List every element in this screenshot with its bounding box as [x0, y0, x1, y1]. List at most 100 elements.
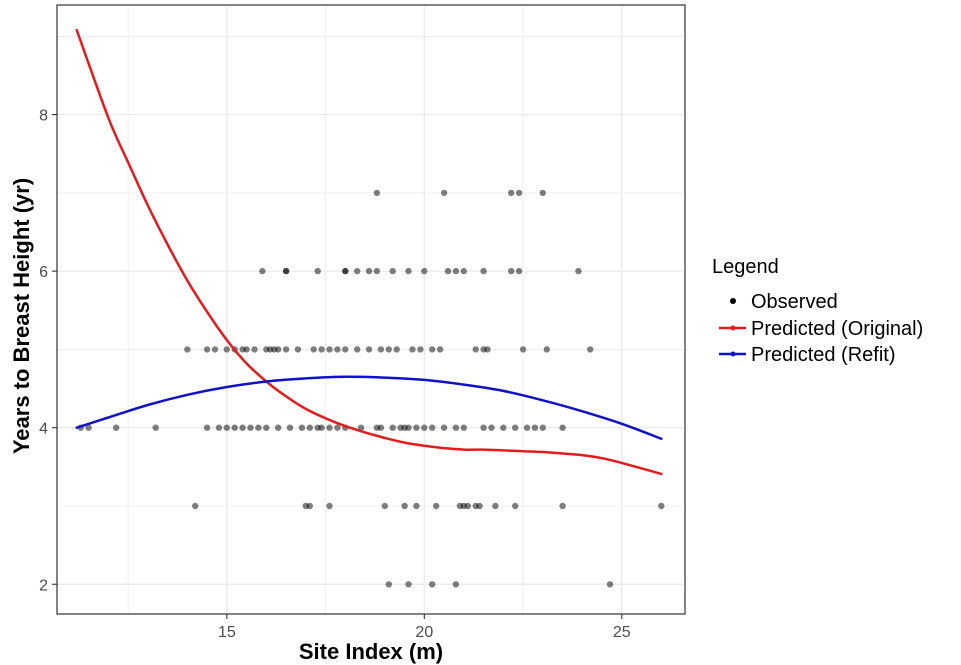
x-tick-label: 20	[415, 624, 433, 641]
observed-point	[539, 424, 546, 431]
observed-point	[211, 346, 219, 353]
observed-point	[255, 424, 262, 431]
observed-point	[243, 346, 250, 353]
observed-point	[306, 502, 313, 510]
observed-point	[306, 424, 313, 431]
observed-point	[515, 189, 523, 197]
observed-point	[365, 346, 373, 353]
observed-point	[223, 346, 230, 353]
observed-point	[377, 424, 385, 431]
observed-point	[433, 502, 440, 510]
observed-point	[464, 502, 471, 510]
observed-point	[354, 267, 361, 275]
observed-point	[357, 424, 365, 431]
observed-point	[318, 346, 325, 353]
observed-point	[436, 346, 444, 353]
observed-point	[444, 267, 452, 275]
observed-point	[512, 424, 519, 431]
observed-point	[440, 189, 448, 197]
observed-point	[342, 346, 349, 353]
observed-point	[239, 424, 246, 431]
observed-point	[184, 346, 191, 353]
observed-point	[326, 346, 333, 353]
observed-point	[519, 346, 527, 353]
observed-point	[512, 502, 519, 510]
observed-point	[152, 424, 159, 431]
x-axis-title: Site Index (m)	[299, 639, 443, 664]
observed-point	[385, 581, 392, 588]
plot-panel-border	[56, 4, 686, 615]
observed-point	[113, 424, 120, 431]
observed-point	[606, 581, 614, 588]
observed-point	[460, 424, 467, 431]
observed-point	[282, 346, 290, 353]
observed-point	[523, 424, 531, 431]
observed-point	[543, 346, 550, 353]
observed-point	[587, 346, 594, 353]
observed-point	[413, 502, 420, 510]
y-tick-label: 4	[39, 421, 48, 438]
legend: Legend Observed Predicted (Original) Pre…	[712, 256, 923, 366]
legend-key-original-dot	[730, 325, 736, 331]
observed-point	[203, 424, 211, 431]
observed-point	[334, 346, 341, 353]
observed-point	[342, 267, 349, 275]
observed-point	[275, 424, 282, 431]
observed-point	[559, 502, 566, 510]
observed-point	[452, 267, 460, 275]
observed-point	[480, 267, 487, 275]
observed-point	[223, 424, 230, 431]
observed-point	[192, 502, 199, 510]
observed-point	[354, 346, 361, 353]
observed-point	[413, 424, 420, 431]
observed-point	[231, 424, 238, 431]
observed-point	[421, 424, 428, 431]
observed-point	[393, 346, 400, 353]
observed-point	[215, 424, 223, 431]
observed-point	[575, 267, 582, 275]
observed-point	[488, 424, 495, 431]
grid	[57, 5, 685, 614]
observed-point	[472, 346, 479, 353]
observed-point	[440, 424, 448, 431]
legend-key-refit-dot	[730, 351, 736, 357]
observed-point	[508, 189, 515, 197]
observed-point	[389, 267, 396, 275]
predicted-original-line	[75, 28, 663, 476]
observed-point	[373, 189, 381, 197]
legend-key-observed	[730, 298, 736, 304]
observed-point	[314, 267, 321, 275]
observed-point	[381, 502, 388, 510]
observed-point	[294, 346, 302, 353]
x-tick-label: 25	[613, 624, 631, 641]
observed-point	[476, 502, 483, 510]
observed-point	[539, 189, 546, 197]
observed-point	[334, 424, 341, 431]
observed-point	[484, 346, 491, 353]
observed-point	[310, 346, 317, 353]
legend-label-refit: Predicted (Refit)	[751, 344, 896, 366]
observed-point	[377, 346, 385, 353]
observed-point	[405, 581, 412, 588]
legend-label-observed: Observed	[751, 291, 838, 313]
observed-point	[326, 424, 333, 431]
observed-point	[405, 424, 412, 431]
observed-point	[429, 424, 436, 431]
observed-point	[298, 424, 306, 431]
observed-point	[480, 424, 487, 431]
observed-point	[373, 267, 381, 275]
observed-point	[85, 424, 92, 431]
observed-point	[259, 267, 266, 275]
observed-point	[405, 267, 412, 275]
observed-point	[401, 502, 408, 510]
observed-point	[282, 267, 290, 275]
observed-point	[508, 267, 515, 275]
observed-point	[658, 502, 665, 510]
observed-point	[203, 346, 211, 353]
observed-point	[385, 346, 392, 353]
legend-label-original: Predicted (Original)	[751, 318, 923, 340]
observed-point	[429, 581, 436, 588]
observed-point	[251, 346, 258, 353]
observed-point	[559, 424, 566, 431]
